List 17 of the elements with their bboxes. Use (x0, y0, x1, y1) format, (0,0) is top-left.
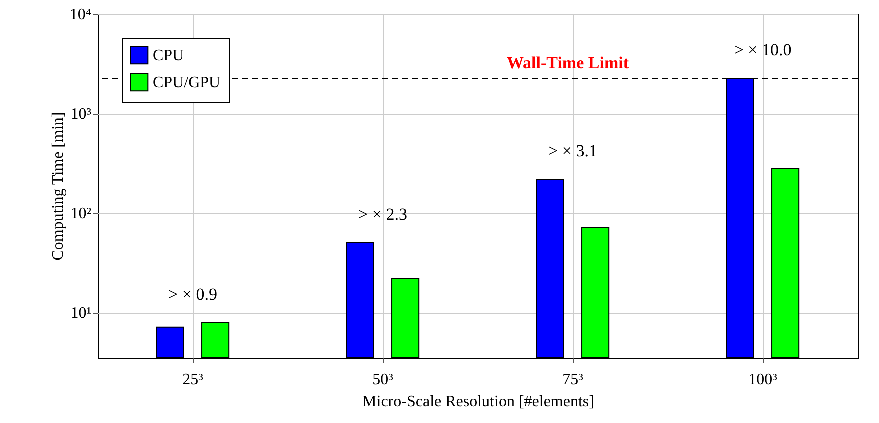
y-tick-label: 10² (70, 206, 92, 223)
annotation: > × 10.0 (734, 40, 792, 60)
y-tick-label: 10⁴ (70, 6, 92, 24)
annotation: > × 0.9 (168, 284, 218, 304)
x-tick-label: 25³ (182, 372, 204, 388)
annotation: > × 3.1 (548, 142, 598, 161)
x-tick-label: 100³ (748, 372, 778, 388)
annotation: > × 2.3 (358, 205, 408, 224)
ref-line-label: Wall-Time Limit (507, 53, 630, 72)
x-axis-title: Micro-Scale Resolution [#elements] (362, 394, 594, 410)
legend-label: CPU (153, 48, 185, 64)
x-tick-label: 75³ (562, 372, 584, 388)
legend-label: CPU/GPU (153, 74, 222, 92)
y-tick-label: 10¹ (70, 305, 92, 322)
y-axis-title: Computing Time [min] (50, 112, 67, 261)
y-tick-label: 10³ (70, 106, 92, 124)
x-tick-label: 50³ (372, 372, 394, 388)
